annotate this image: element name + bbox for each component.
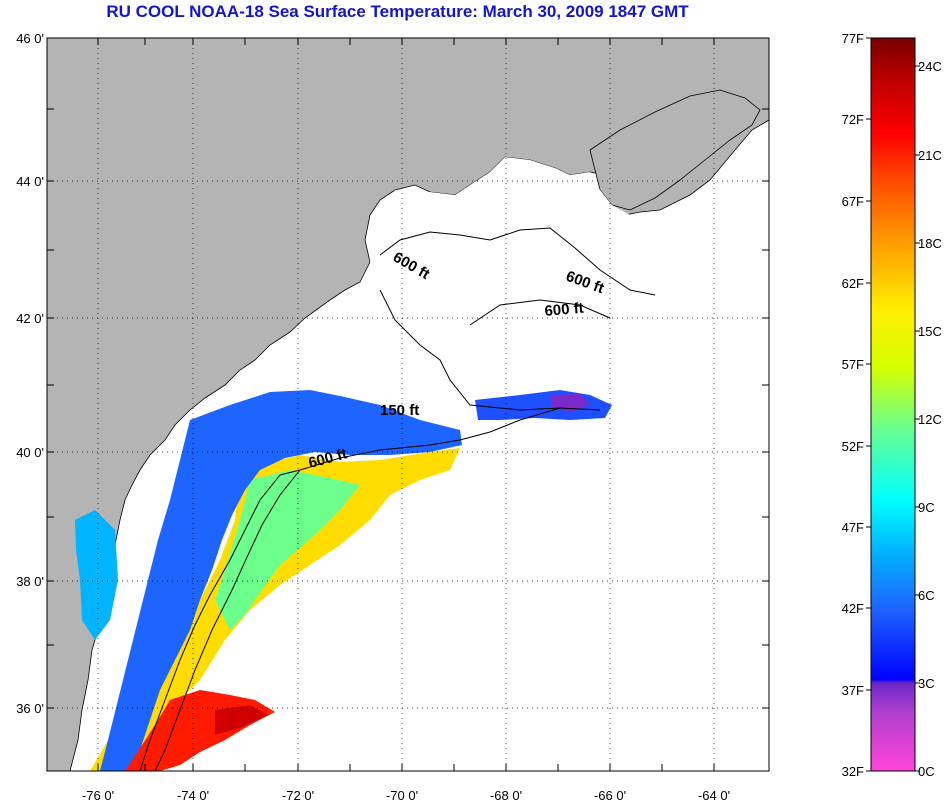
lon-label: -64 0' <box>698 788 730 803</box>
colorbar-c-label: 0C <box>918 764 935 779</box>
frame-ticks <box>47 37 769 771</box>
contour-label: 150 ft <box>380 402 419 419</box>
colorbar-c-label: 3C <box>918 676 935 691</box>
lat-label: 46 0' <box>16 31 44 46</box>
lon-label: -76 0' <box>82 788 114 803</box>
colorbar-ticks <box>866 37 920 772</box>
sst-gulf-stream-dark <box>215 705 268 735</box>
colorbar-f-label: 77F <box>842 31 864 46</box>
colorbar-f-label: 67F <box>842 194 864 209</box>
map-title: RU COOL NOAA-18 Sea Surface Temperature:… <box>106 2 689 21</box>
nova-scotia <box>589 89 761 211</box>
lat-label: 42 0' <box>16 311 44 326</box>
colorbar-c-label: 15C <box>918 324 942 339</box>
lat-label: 38 0' <box>16 574 44 589</box>
colorbar-c-label: 24C <box>918 59 942 74</box>
colorbar-c-label: 12C <box>918 412 942 427</box>
lon-label: -70 0' <box>386 788 418 803</box>
sst-warm-water <box>90 448 460 771</box>
map-frame <box>46 37 770 772</box>
bathymetry-contours <box>139 227 656 771</box>
colorbar-f-label: 57F <box>842 357 864 372</box>
lat-label: 40 0' <box>16 445 44 460</box>
lon-label: -72 0' <box>282 788 314 803</box>
sst-green-water <box>215 470 360 630</box>
colorbar-f-label: 32F <box>842 764 864 779</box>
colorbar-f-label: 42F <box>842 601 864 616</box>
colorbar-c-label: 6C <box>918 588 935 603</box>
sst-shelf-water <box>100 390 462 771</box>
colorbar-f-label: 37F <box>842 683 864 698</box>
lat-label: 36 0' <box>16 701 44 716</box>
lon-label: -66 0' <box>594 788 626 803</box>
cloud-cover <box>290 157 660 420</box>
lat-label: 44 0' <box>16 174 44 189</box>
contour-label: 600 ft <box>544 300 585 320</box>
lon-label: -74 0' <box>177 788 209 803</box>
colorbar <box>870 37 916 772</box>
sst-bay-water <box>75 510 118 640</box>
colorbar-c-label: 9C <box>918 500 935 515</box>
colorbar-f-label: 62F <box>842 276 864 291</box>
colorbar-f-label: 72F <box>842 112 864 127</box>
graticule <box>47 38 769 771</box>
colorbar-f-label: 52F <box>842 439 864 454</box>
lon-label: -68 0' <box>490 788 522 803</box>
colorbar-c-label: 18C <box>918 236 942 251</box>
colorbar-f-label: 47F <box>842 520 864 535</box>
colorbar-c-label: 21C <box>918 148 942 163</box>
